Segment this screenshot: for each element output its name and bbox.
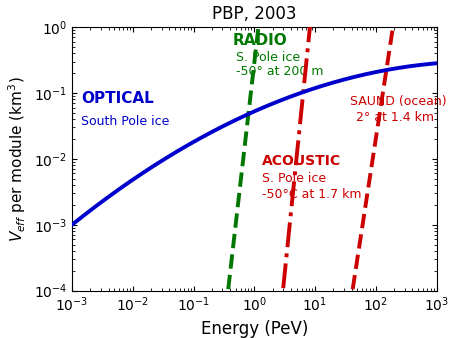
Y-axis label: $V_{eff}$ per module (km$^3$): $V_{eff}$ per module (km$^3$) bbox=[6, 76, 28, 242]
Text: South Pole ice: South Pole ice bbox=[81, 115, 170, 127]
Text: -50°C at 1.7 km: -50°C at 1.7 km bbox=[261, 188, 361, 201]
Text: RADIO: RADIO bbox=[233, 33, 288, 48]
Title: PBP, 2003: PBP, 2003 bbox=[212, 5, 297, 23]
Text: S. Pole ice: S. Pole ice bbox=[261, 172, 326, 185]
Text: SAUND (ocean): SAUND (ocean) bbox=[350, 95, 447, 108]
Text: S. Pole ice: S. Pole ice bbox=[236, 51, 300, 64]
Text: ACOUSTIC: ACOUSTIC bbox=[261, 154, 341, 168]
Text: OPTICAL: OPTICAL bbox=[81, 91, 154, 106]
Text: 2° at 1.4 km: 2° at 1.4 km bbox=[356, 111, 434, 124]
X-axis label: Energy (PeV): Energy (PeV) bbox=[201, 320, 308, 338]
Text: -50° at 200 m: -50° at 200 m bbox=[236, 65, 324, 78]
